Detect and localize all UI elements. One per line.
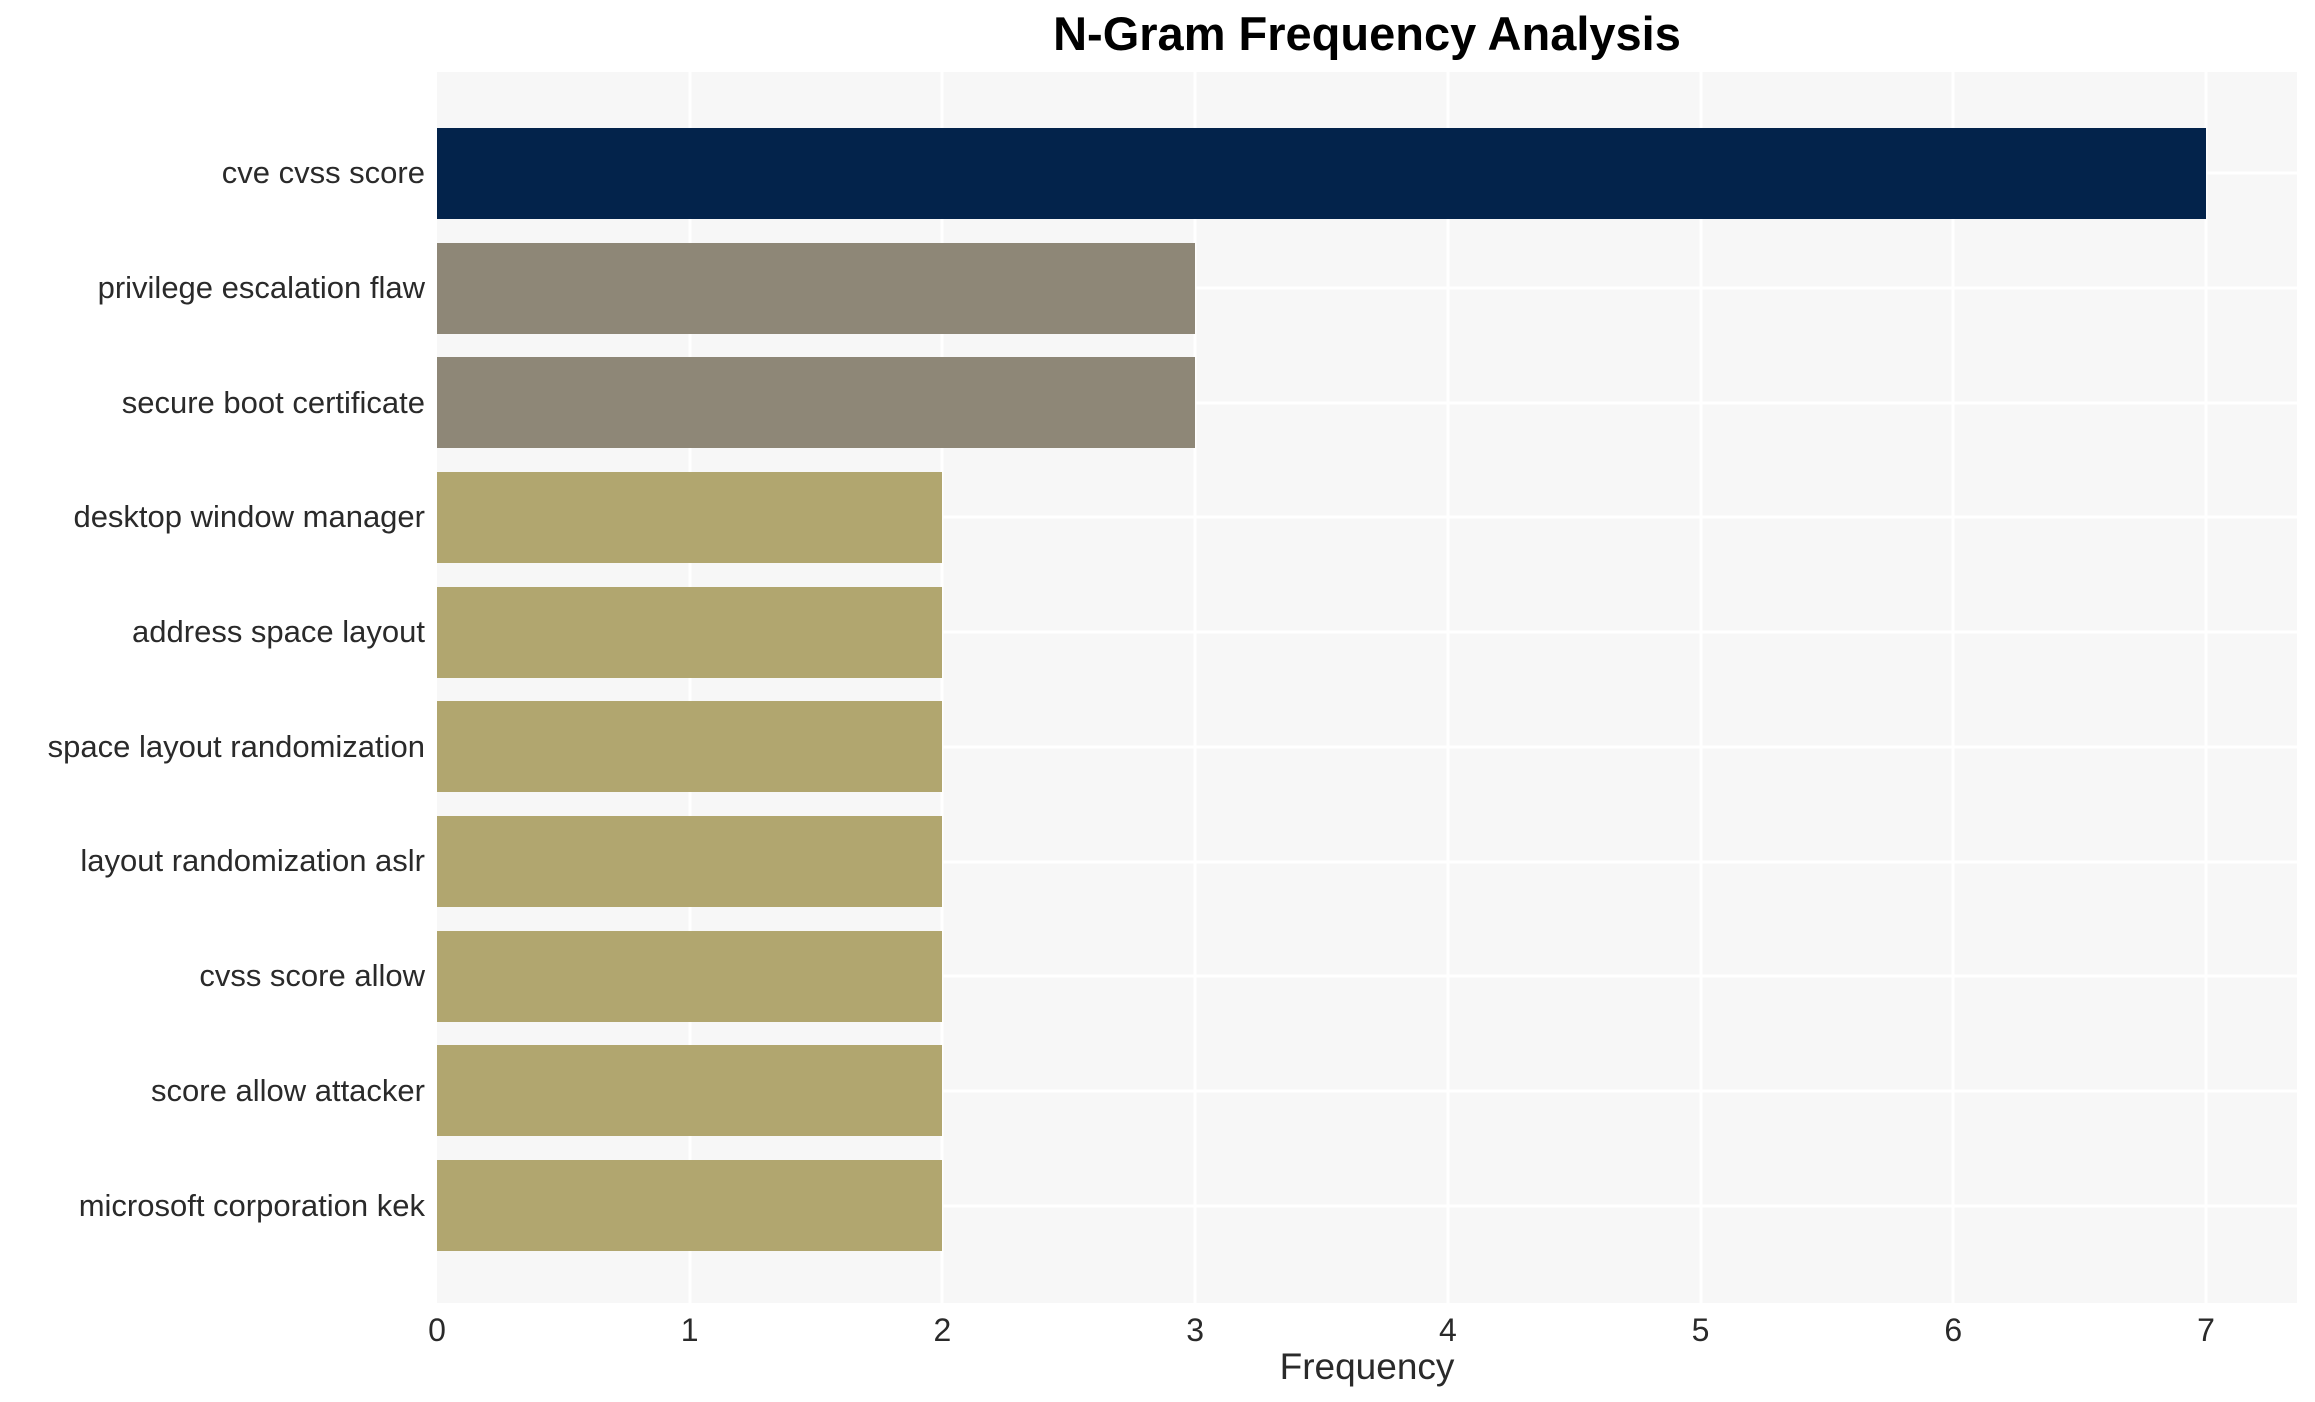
- bar-track: [437, 575, 2297, 690]
- bar-track: [437, 460, 2297, 575]
- horizontal-gridline: [437, 515, 2297, 519]
- horizontal-gridline: [437, 1089, 2297, 1093]
- bar: [437, 1045, 943, 1137]
- vertical-gridline: [1446, 72, 1450, 1303]
- bar-rows-layer: cve cvss score privilege escalation flaw s…: [0, 72, 2297, 1303]
- bar: [437, 471, 943, 563]
- bar: [437, 357, 1196, 449]
- x-tick-label: 6: [1944, 1312, 1963, 1348]
- bar-track: [437, 1034, 2297, 1149]
- bar-row: layout randomization aslr: [0, 804, 2297, 919]
- horizontal-gridline: [437, 974, 2297, 978]
- x-tick-label: 0: [428, 1312, 446, 1348]
- bar: [437, 1160, 943, 1252]
- bar-track: [437, 804, 2297, 919]
- bar-track: [437, 345, 2297, 460]
- bar: [437, 930, 943, 1022]
- bar-track: [437, 1148, 2297, 1263]
- y-tick-label: microsoft corporation kek: [78, 1187, 425, 1223]
- bar-row: cvss score allow: [0, 919, 2297, 1034]
- horizontal-gridline: [437, 1204, 2297, 1208]
- horizontal-gridline: [437, 745, 2297, 749]
- vertical-gridline: [1699, 72, 1703, 1303]
- bar: [437, 701, 943, 793]
- horizontal-gridline: [437, 286, 2297, 290]
- bar-row: microsoft corporation kek: [0, 1148, 2297, 1263]
- y-tick-label: space layout randomization: [47, 728, 425, 764]
- vertical-gridline: [688, 72, 692, 1303]
- bar-row: desktop window manager: [0, 460, 2297, 575]
- x-axis-title: Frequency: [1279, 1346, 1455, 1387]
- vertical-gridline: [2204, 72, 2208, 1303]
- y-tick-label: score allow attacker: [151, 1072, 425, 1108]
- chart-title: N-Gram Frequency Analysis: [1053, 7, 1681, 60]
- bar-track: [437, 919, 2297, 1034]
- x-tick-label: 1: [680, 1312, 699, 1348]
- vertical-gridline: [940, 72, 944, 1303]
- y-tick-label: desktop window manager: [73, 499, 425, 535]
- bar: [437, 127, 2207, 219]
- bar-row: secure boot certificate: [0, 345, 2297, 460]
- vertical-gridline: [1193, 72, 1197, 1303]
- bar-row: address space layout: [0, 575, 2297, 690]
- bar-row: cve cvss score: [0, 116, 2297, 231]
- y-tick-label: layout randomization aslr: [80, 843, 425, 879]
- x-tick-label: 5: [1691, 1312, 1710, 1348]
- y-tick-label: address space layout: [132, 614, 425, 650]
- x-tick-label: 7: [2197, 1312, 2215, 1348]
- y-tick-label: privilege escalation flaw: [97, 270, 425, 306]
- x-tick-label: 3: [1186, 1312, 1205, 1348]
- bar: [437, 242, 1196, 334]
- bar-row: privilege escalation flaw: [0, 231, 2297, 346]
- bar-row: score allow attacker: [0, 1034, 2297, 1149]
- horizontal-gridline: [437, 860, 2297, 864]
- bar-track: [437, 116, 2297, 231]
- horizontal-gridline: [437, 630, 2297, 634]
- y-tick-label: cve cvss score: [221, 155, 425, 191]
- bar-track: [437, 231, 2297, 346]
- x-tick-label: 2: [933, 1312, 952, 1348]
- y-tick-label: secure boot certificate: [121, 384, 425, 420]
- y-tick-label: cvss score allow: [199, 958, 425, 994]
- horizontal-gridline: [437, 401, 2297, 405]
- bar-track: [437, 689, 2297, 804]
- bar: [437, 586, 943, 678]
- bar: [437, 815, 943, 907]
- x-tick-label: 4: [1438, 1312, 1457, 1348]
- bar-row: space layout randomization: [0, 689, 2297, 804]
- vertical-gridline: [1951, 72, 1955, 1303]
